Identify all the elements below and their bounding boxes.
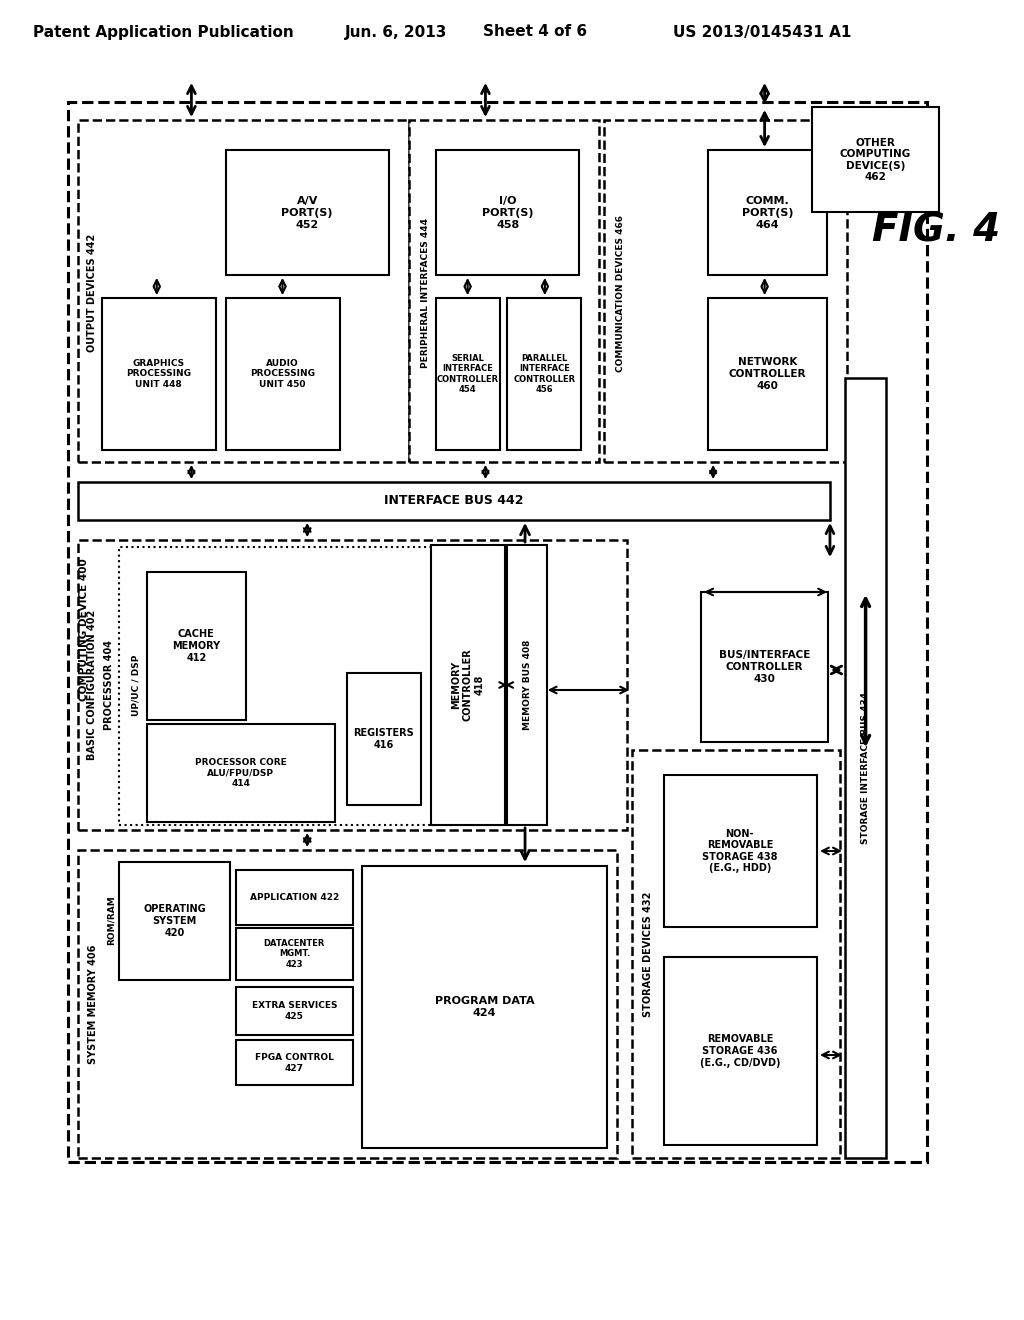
Text: STORAGE DEVICES 432: STORAGE DEVICES 432: [643, 891, 653, 1016]
Bar: [347, 673, 421, 805]
Text: PROCESSOR CORE
ALU/FPU/DSP
414: PROCESSOR CORE ALU/FPU/DSP 414: [195, 758, 287, 788]
Bar: [119, 546, 520, 825]
Bar: [226, 298, 340, 450]
Text: ROM/RAM: ROM/RAM: [106, 895, 116, 945]
Bar: [119, 862, 230, 979]
Bar: [361, 866, 607, 1148]
Text: UP/UC / DSP: UP/UC / DSP: [131, 655, 140, 715]
Text: INTERFACE BUS 442: INTERFACE BUS 442: [384, 495, 523, 507]
Text: DATACENTER
MGMT.
423: DATACENTER MGMT. 423: [264, 939, 325, 969]
Text: US 2013/0145431 A1: US 2013/0145431 A1: [674, 25, 852, 40]
Bar: [78, 482, 830, 520]
Bar: [146, 572, 246, 719]
Text: STORAGE INTERFACE BUS 434: STORAGE INTERFACE BUS 434: [861, 692, 870, 843]
Text: FPGA CONTROL
427: FPGA CONTROL 427: [255, 1053, 334, 1073]
Bar: [632, 750, 840, 1158]
Text: REMOVABLE
STORAGE 436
(E.G., CD/DVD): REMOVABLE STORAGE 436 (E.G., CD/DVD): [699, 1035, 780, 1068]
Text: REGISTERS
416: REGISTERS 416: [353, 729, 414, 750]
Bar: [226, 150, 389, 275]
Text: COMPUTING DEVICE 400: COMPUTING DEVICE 400: [79, 558, 88, 701]
Bar: [812, 107, 939, 213]
Bar: [78, 120, 410, 462]
Bar: [236, 987, 353, 1035]
Text: BASIC CONFIGURATION 402: BASIC CONFIGURATION 402: [87, 610, 97, 760]
Bar: [78, 850, 617, 1158]
Text: NETWORK
CONTROLLER
460: NETWORK CONTROLLER 460: [729, 358, 806, 391]
Bar: [701, 591, 828, 742]
Text: OTHER
COMPUTING
DEVICE(S)
462: OTHER COMPUTING DEVICE(S) 462: [840, 137, 911, 182]
Text: MEMORY BUS 408: MEMORY BUS 408: [522, 640, 531, 730]
Bar: [236, 870, 353, 925]
Text: APPLICATION 422: APPLICATION 422: [250, 894, 339, 903]
Text: PERIPHERAL INTERFACES 444: PERIPHERAL INTERFACES 444: [421, 218, 429, 368]
Text: MEMORY
CONTROLLER
418: MEMORY CONTROLLER 418: [451, 648, 484, 721]
Bar: [604, 120, 847, 462]
Text: COMM.
PORT(S)
464: COMM. PORT(S) 464: [741, 197, 794, 230]
Bar: [68, 102, 927, 1162]
Text: SERIAL
INTERFACE
CONTROLLER
454: SERIAL INTERFACE CONTROLLER 454: [436, 354, 499, 395]
Text: Patent Application Publication: Patent Application Publication: [34, 25, 294, 40]
Text: Sheet 4 of 6: Sheet 4 of 6: [483, 25, 587, 40]
Text: CACHE
MEMORY
412: CACHE MEMORY 412: [172, 630, 220, 663]
Text: Jun. 6, 2013: Jun. 6, 2013: [345, 25, 447, 40]
Bar: [507, 298, 582, 450]
Text: OPERATING
SYSTEM
420: OPERATING SYSTEM 420: [143, 904, 206, 937]
Text: BUS/INTERFACE
CONTROLLER
430: BUS/INTERFACE CONTROLLER 430: [719, 651, 810, 684]
Bar: [845, 378, 887, 1158]
Text: OUTPUT DEVICES 442: OUTPUT DEVICES 442: [87, 234, 97, 352]
Bar: [507, 545, 547, 825]
Text: EXTRA SERVICES
425: EXTRA SERVICES 425: [252, 1002, 337, 1020]
Bar: [146, 723, 335, 822]
Bar: [410, 120, 599, 462]
Text: FIG. 4: FIG. 4: [871, 211, 1000, 249]
Text: A/V
PORT(S)
452: A/V PORT(S) 452: [282, 197, 333, 230]
Bar: [78, 540, 627, 830]
Text: PARALLEL
INTERFACE
CONTROLLER
456: PARALLEL INTERFACE CONTROLLER 456: [514, 354, 575, 395]
Text: PROGRAM DATA
424: PROGRAM DATA 424: [434, 997, 535, 1018]
Bar: [664, 957, 817, 1144]
Bar: [236, 928, 353, 979]
Text: COMMUNICATION DEVICES 466: COMMUNICATION DEVICES 466: [615, 214, 625, 371]
Bar: [236, 1040, 353, 1085]
Bar: [436, 298, 501, 450]
Text: AUDIO
PROCESSING
UNIT 450: AUDIO PROCESSING UNIT 450: [250, 359, 315, 389]
Text: NON-
REMOVABLE
STORAGE 438
(E.G., HDD): NON- REMOVABLE STORAGE 438 (E.G., HDD): [702, 829, 777, 874]
Bar: [436, 150, 580, 275]
Text: I/O
PORT(S)
458: I/O PORT(S) 458: [482, 197, 534, 230]
Text: GRAPHICS
PROCESSING
UNIT 448: GRAPHICS PROCESSING UNIT 448: [126, 359, 191, 389]
Bar: [709, 298, 827, 450]
Text: PROCESSOR 404: PROCESSOR 404: [104, 640, 115, 730]
Bar: [709, 150, 827, 275]
Bar: [102, 298, 216, 450]
Bar: [431, 545, 505, 825]
Bar: [664, 775, 817, 927]
Text: SYSTEM MEMORY 406: SYSTEM MEMORY 406: [88, 944, 98, 1064]
